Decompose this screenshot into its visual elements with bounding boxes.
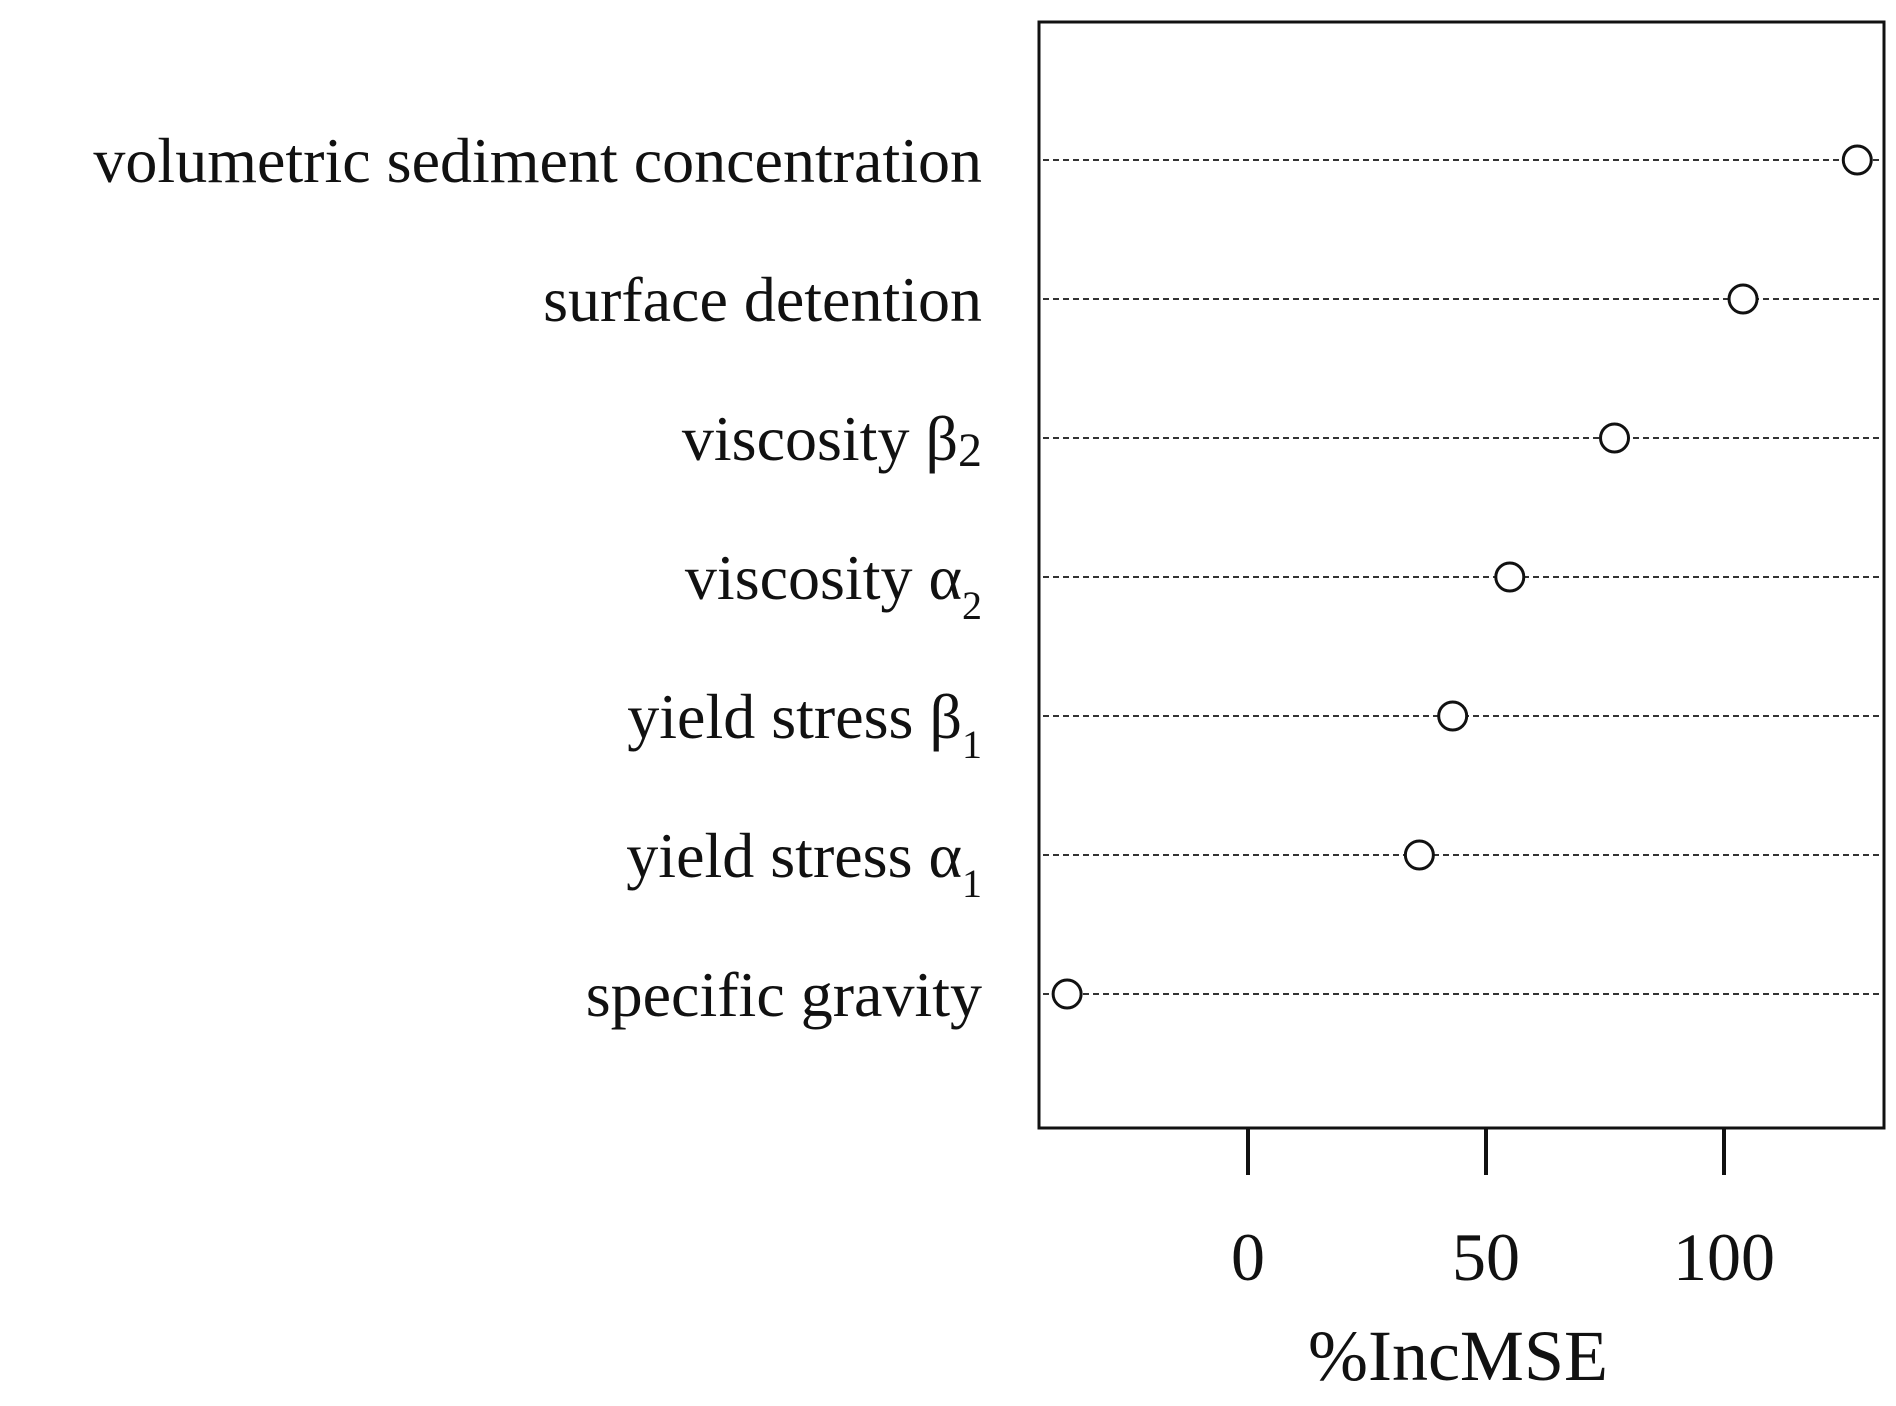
data-point	[1051, 978, 1083, 1010]
data-point	[1727, 283, 1759, 315]
variable-label-text: specific gravity	[586, 959, 982, 1030]
variable-label-subscript: 1	[962, 861, 982, 906]
variable-label-text: volumetric sediment concentration	[93, 125, 982, 196]
variable-label: surface detention	[543, 264, 982, 335]
plot-frame	[1037, 20, 1886, 1130]
variable-label: viscosity α2	[685, 542, 982, 628]
variable-label-subscript: 1	[962, 722, 982, 767]
data-points	[1051, 144, 1873, 1010]
variable-label: yield stress α1	[626, 820, 982, 906]
data-point	[1494, 561, 1526, 593]
variable-labels: volumetric sediment concentration surface…	[93, 125, 982, 1030]
variable-label: yield stress β1	[627, 681, 982, 767]
x-axis: 0 50 100	[1231, 1128, 1775, 1295]
guide-lines	[1043, 159, 1880, 995]
variable-label-subscript: 2	[962, 583, 982, 628]
x-tick-label: 50	[1452, 1219, 1520, 1295]
data-point	[1403, 839, 1435, 871]
variable-label-text: yield stress α	[626, 820, 962, 891]
variable-label-text: viscosity β	[682, 403, 958, 474]
data-point	[1599, 422, 1631, 454]
x-tick-label: 0	[1231, 1219, 1265, 1295]
variable-label: volumetric sediment concentration	[93, 125, 982, 196]
variable-label-subscript: 2	[958, 424, 982, 477]
variable-label-text: viscosity α	[685, 542, 962, 613]
variable-label-text: surface detention	[543, 264, 982, 335]
data-point	[1437, 700, 1469, 732]
variable-label: viscosity β2	[682, 403, 982, 477]
x-tick-label: 100	[1673, 1219, 1775, 1295]
data-point	[1841, 144, 1873, 176]
variable-label: specific gravity	[586, 959, 982, 1030]
variable-label-text: yield stress β	[627, 681, 962, 752]
x-axis-title: %IncMSE	[1308, 1316, 1608, 1396]
